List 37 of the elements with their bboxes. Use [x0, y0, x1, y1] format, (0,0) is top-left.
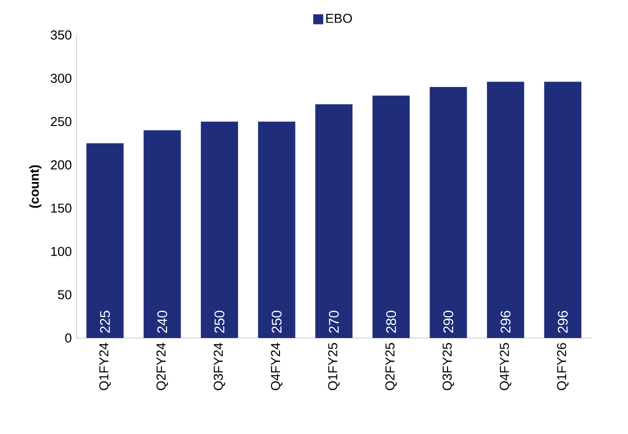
- y-tick-label: 100: [51, 246, 72, 256]
- x-tick-label: Q1FY26: [557, 343, 569, 390]
- data-label: 225: [100, 310, 110, 333]
- x-tick-label: Q2FY25: [385, 343, 397, 390]
- y-tick-label: 50: [58, 290, 72, 300]
- x-tick-label: Q4FY24: [270, 342, 282, 390]
- x-tick-label: Q3FY25: [442, 343, 454, 390]
- bar: [486, 82, 524, 338]
- y-axis-title: (count): [29, 165, 42, 208]
- y-tick-label: 300: [50, 74, 72, 83]
- data-label: 290: [443, 310, 454, 333]
- x-tick-label: Q1FY24: [99, 342, 111, 390]
- data-label: 270: [328, 310, 339, 333]
- data-label: 250: [214, 310, 224, 333]
- y-tick-label: 200: [50, 160, 72, 170]
- bar: [86, 143, 124, 338]
- data-label: 250: [272, 310, 282, 333]
- y-tick-label: 350: [50, 30, 72, 40]
- bar: [430, 86, 467, 338]
- bar: [200, 122, 238, 338]
- bar: [544, 82, 582, 338]
- data-label: 240: [157, 310, 168, 333]
- x-tick-label: Q2FY24: [156, 342, 168, 390]
- bar: [144, 130, 181, 338]
- x-tick-label: Q3FY24: [214, 342, 226, 390]
- bar: [372, 96, 410, 338]
- bar: [315, 104, 352, 338]
- y-tick-label: 0: [65, 333, 72, 343]
- data-label: 296: [500, 310, 510, 333]
- x-tick-label: Q4FY25: [500, 343, 512, 390]
- y-tick-label: 250: [50, 116, 72, 126]
- bar: [258, 122, 296, 338]
- data-label: 296: [558, 310, 568, 333]
- legend-label: EBO: [326, 14, 352, 23]
- y-tick-label: 150: [51, 204, 72, 213]
- x-tick-label: Q1FY25: [328, 343, 340, 390]
- data-label: 280: [386, 310, 396, 333]
